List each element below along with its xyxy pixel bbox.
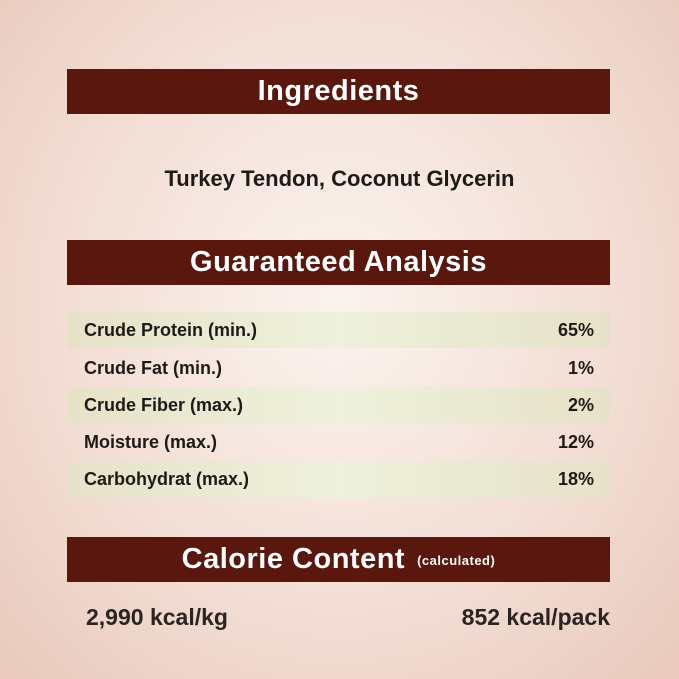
row-value: 12%	[557, 432, 594, 452]
ingredients-banner: Ingredients	[67, 69, 610, 114]
analysis-row: Carbohydrat (max.) 18%	[67, 461, 610, 497]
row-value: 18%	[557, 469, 594, 489]
row-label: Crude Fiber (max.)	[84, 395, 244, 415]
row-value: 65%	[557, 320, 594, 340]
calorie-title: Calorie Content	[181, 543, 406, 575]
analysis-row: Crude Protein (min.) 65%	[67, 312, 610, 348]
ingredients-title: Ingredients	[257, 75, 420, 107]
row-label: Crude Protein (min.)	[84, 320, 258, 340]
row-label: Carbohydrat (max.)	[84, 469, 250, 489]
row-value: 1%	[567, 358, 594, 378]
row-label: Moisture (max.)	[84, 432, 218, 452]
analysis-banner: Guaranteed Analysis	[67, 240, 610, 285]
row-label: Crude Fat (min.)	[84, 358, 222, 378]
analysis-row: Crude Fat (min.) 1%	[67, 350, 610, 386]
analysis-row: Crude Fiber (max.) 2%	[67, 387, 610, 423]
calories-per-pack: 852 kcal/pack	[461, 604, 610, 630]
analysis-row: Moisture (max.) 12%	[67, 424, 610, 460]
calories-per-kg: 2,990 kcal/kg	[86, 604, 228, 630]
analysis-title: Guaranteed Analysis	[190, 246, 487, 278]
calorie-note: (calculated)	[417, 552, 496, 568]
calorie-banner: Calorie Content (calculated)	[67, 537, 610, 582]
row-value: 2%	[567, 395, 594, 415]
ingredients-list: Turkey Tendon, Coconut Glycerin	[164, 166, 515, 191]
